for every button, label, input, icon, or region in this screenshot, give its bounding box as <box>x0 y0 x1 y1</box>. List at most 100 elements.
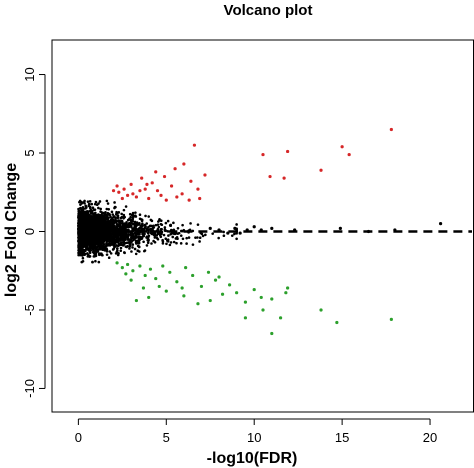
cloud-point <box>106 202 110 205</box>
cloud-point <box>89 215 93 219</box>
data-point-down <box>134 298 138 303</box>
data-point-down <box>389 317 393 321</box>
cloud-point <box>126 223 129 226</box>
cloud-point <box>97 260 101 264</box>
cloud-point <box>176 227 180 230</box>
cloud-point <box>78 200 81 204</box>
cloud-point <box>132 222 136 226</box>
data-point-down <box>168 270 172 274</box>
cloud-point <box>196 236 199 239</box>
cloud-point <box>126 238 129 241</box>
cloud-point <box>114 216 117 220</box>
cloud-point <box>84 207 87 210</box>
cloud-point <box>113 238 116 242</box>
cloud-point <box>181 237 185 241</box>
cloud-point <box>117 211 121 214</box>
data-point-up <box>268 174 272 179</box>
cloud-point <box>133 247 137 251</box>
data-point-down <box>191 273 195 278</box>
cloud-point <box>133 231 137 235</box>
cloud-point <box>168 243 172 247</box>
cloud-point <box>101 215 105 219</box>
cloud-point <box>83 250 86 253</box>
data-point-up <box>147 196 151 201</box>
cloud-point <box>115 244 118 247</box>
cloud-point <box>93 214 97 218</box>
data-point-down <box>227 283 232 287</box>
data-point-up <box>155 189 160 193</box>
cloud-point <box>101 224 105 227</box>
data-point-down <box>196 302 200 306</box>
cloud-point <box>131 246 134 249</box>
data-point-down <box>243 300 248 304</box>
cloud-point <box>106 227 110 230</box>
cloud-point <box>88 199 92 203</box>
cloud-point <box>98 220 101 224</box>
cloud-point <box>134 211 137 214</box>
data-point-down <box>335 320 339 325</box>
cloud-point <box>96 246 99 249</box>
cloud-point <box>99 207 102 211</box>
data-point-down <box>259 295 263 300</box>
x-tick-label: 5 <box>163 430 170 445</box>
cloud-point <box>103 247 107 251</box>
cloud-point <box>99 242 103 245</box>
cloud-point <box>134 215 138 218</box>
cloud-point <box>87 227 90 230</box>
data-point-down <box>184 265 188 270</box>
cloud-point <box>93 223 97 227</box>
cloud-point <box>134 252 138 256</box>
cloud-point <box>118 222 121 226</box>
cloud-point <box>169 241 173 244</box>
cloud-point <box>123 223 126 227</box>
data-point-up <box>261 152 265 157</box>
cloud-point <box>81 254 84 257</box>
cloud-point <box>80 202 83 205</box>
cloud-point <box>104 210 107 214</box>
cloud-point <box>121 244 125 247</box>
data-point-down <box>278 316 283 320</box>
data-point-up <box>115 184 119 188</box>
data-point-up <box>175 195 179 199</box>
cloud-point <box>119 246 123 250</box>
data-point-down <box>126 262 130 267</box>
cloud-point <box>204 233 207 237</box>
cloud-point <box>156 232 160 236</box>
cloud-point <box>172 221 175 225</box>
cloud-point <box>80 215 83 219</box>
cloud-point <box>187 236 191 239</box>
cloud-point <box>115 234 118 237</box>
cloud-point <box>124 232 127 236</box>
data-point-up <box>159 193 163 197</box>
data-point-up <box>134 195 138 199</box>
cloud-point <box>156 223 160 226</box>
cloud-point <box>79 206 82 210</box>
cloud-point <box>128 247 131 250</box>
data-point-up <box>192 143 197 147</box>
cloud-point <box>159 235 163 239</box>
cloud-point <box>131 243 135 246</box>
cloud-point <box>79 213 83 217</box>
cloud-point <box>105 253 109 256</box>
cloud-point <box>122 208 126 212</box>
cloud-point <box>166 219 170 223</box>
cloud-point <box>85 211 88 214</box>
cloud-point <box>109 242 113 245</box>
cloud-point <box>87 229 91 233</box>
cloud-point <box>77 244 80 248</box>
cloud-point <box>91 235 94 239</box>
cloud-point <box>117 234 121 237</box>
data-point-down <box>138 264 142 268</box>
cloud-point <box>79 241 82 245</box>
cloud-point <box>82 243 86 246</box>
cloud-point <box>96 217 99 220</box>
cloud-point <box>91 260 94 264</box>
data-point-down <box>270 331 274 336</box>
cloud-point <box>105 216 109 220</box>
cloud-point <box>150 242 153 245</box>
data-point-down <box>217 275 221 279</box>
data-point-up <box>150 181 154 185</box>
cloud-point <box>115 237 118 241</box>
data-point-ns <box>238 231 242 235</box>
cloud-point <box>108 227 112 231</box>
